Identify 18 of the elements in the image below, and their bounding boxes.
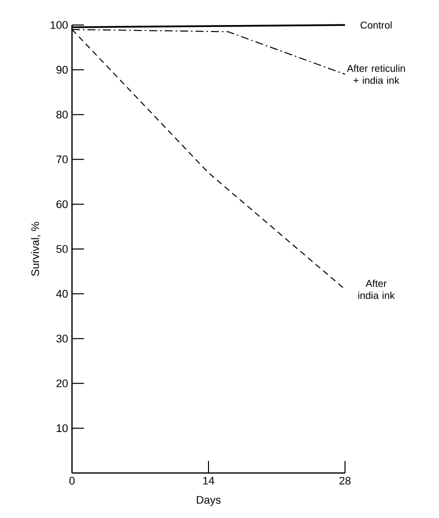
y-tick-label: 60 — [56, 200, 68, 208]
y-tick-label: 50 — [56, 245, 68, 253]
y-axis-title: Survival, % — [31, 222, 40, 276]
y-tick-label: 70 — [56, 156, 68, 164]
y-tick-label: 10 — [56, 424, 68, 432]
x-tick-label: 0 — [69, 476, 75, 485]
y-tick-label: 40 — [56, 290, 68, 298]
y-tick-label: 90 — [56, 66, 68, 74]
y-tick-label: 30 — [56, 334, 68, 342]
x-tick-label: 28 — [339, 476, 351, 485]
y-tick-label: 20 — [56, 380, 68, 388]
y-tick-label: 80 — [56, 110, 68, 118]
x-tick-label: 14 — [203, 476, 214, 484]
series-label: After reticulin + india ink — [346, 64, 405, 84]
x-axis-title: Days — [196, 496, 221, 506]
series-label: Control — [360, 21, 392, 29]
y-tick-label: 100 — [50, 21, 68, 29]
series-label: After india ink — [358, 280, 395, 299]
